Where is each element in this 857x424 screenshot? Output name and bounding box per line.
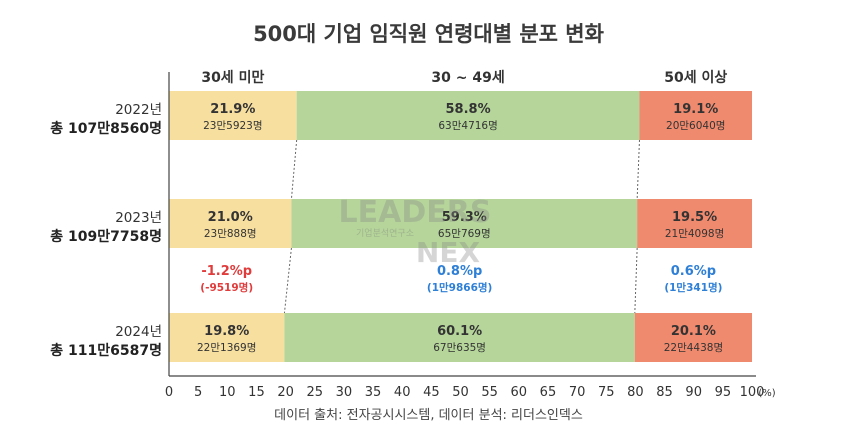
bar-pct-label-0-1: 58.8% bbox=[446, 102, 491, 117]
connector-line-1-0 bbox=[284, 248, 291, 313]
watermark-line2: NEX bbox=[416, 236, 481, 269]
x-tick-label-20: 20 bbox=[277, 385, 294, 400]
legend-label-0: 30세 미만 bbox=[201, 70, 264, 86]
x-tick-label-35: 35 bbox=[365, 385, 382, 400]
x-tick-label-50: 50 bbox=[452, 385, 469, 400]
connector-line-0-0 bbox=[291, 140, 296, 199]
x-tick-label-30: 30 bbox=[336, 385, 353, 400]
watermark-sub: 기업분석연구소 bbox=[356, 228, 414, 239]
change-count-0: (-9519명) bbox=[200, 281, 253, 294]
bar-count-label-1-2: 21만4098명 bbox=[665, 228, 724, 240]
bar-count-label-2-0: 22만1369명 bbox=[197, 342, 256, 354]
x-tick-label-40: 40 bbox=[394, 385, 411, 400]
bar-pct-label-1-2: 19.5% bbox=[672, 210, 717, 225]
category-total-2: 총 111만6587명 bbox=[50, 342, 162, 359]
x-tick-label-45: 45 bbox=[423, 385, 440, 400]
x-tick-label-25: 25 bbox=[306, 385, 323, 400]
x-tick-label-65: 65 bbox=[540, 385, 557, 400]
bar-pct-label-0-0: 21.9% bbox=[210, 102, 255, 117]
category-total-1: 총 109만7758명 bbox=[50, 228, 162, 245]
x-tick-label-60: 60 bbox=[511, 385, 528, 400]
bar-count-label-0-2: 20만6040명 bbox=[666, 120, 725, 132]
bar-pct-label-2-0: 19.8% bbox=[204, 324, 249, 339]
bar-pct-label-1-0: 21.0% bbox=[208, 210, 253, 225]
category-label-1: 2023년 bbox=[115, 210, 162, 226]
x-tick-label-85: 85 bbox=[656, 385, 673, 400]
category-label-0: 2022년 bbox=[115, 102, 162, 118]
x-tick-label-55: 55 bbox=[481, 385, 498, 400]
bar-pct-label-0-2: 19.1% bbox=[673, 102, 718, 117]
x-tick-label-80: 80 bbox=[627, 385, 644, 400]
bar-pct-label-2-1: 60.1% bbox=[437, 324, 482, 339]
category-label-2: 2024년 bbox=[115, 324, 162, 340]
x-tick-label-70: 70 bbox=[569, 385, 586, 400]
change-value-2: 0.6%p bbox=[671, 264, 716, 279]
x-tick-label-75: 75 bbox=[598, 385, 615, 400]
x-tick-label-0: 0 bbox=[165, 385, 173, 400]
x-tick-label-90: 90 bbox=[685, 385, 702, 400]
bar-count-label-2-2: 22만4438명 bbox=[664, 342, 723, 354]
x-tick-label-10: 10 bbox=[219, 385, 236, 400]
change-count-2: (1만341명) bbox=[664, 281, 722, 294]
bar-pct-label-2-2: 20.1% bbox=[671, 324, 716, 339]
connector-line-0-1 bbox=[637, 140, 639, 199]
x-axis-unit: (%) bbox=[758, 388, 775, 399]
bar-count-label-2-1: 67만635명 bbox=[433, 342, 486, 354]
bar-count-label-0-0: 23만5923명 bbox=[203, 120, 262, 132]
connector-line-1-1 bbox=[635, 248, 637, 313]
x-tick-label-95: 95 bbox=[715, 385, 732, 400]
category-total-0: 총 107만8560명 bbox=[50, 120, 162, 137]
bar-count-label-1-0: 23만888명 bbox=[204, 228, 257, 240]
watermark-line1: LEADERS bbox=[339, 195, 492, 230]
x-tick-label-15: 15 bbox=[248, 385, 265, 400]
legend-label-1: 30 ~ 49세 bbox=[431, 70, 504, 86]
legend-label-2: 50세 이상 bbox=[664, 69, 727, 86]
data-source: 데이터 출처: 전자공시시스템, 데이터 분석: 리더스인덱스 bbox=[0, 404, 857, 423]
change-count-1: (1만9866명) bbox=[427, 281, 492, 294]
bar-count-label-0-1: 63만4716명 bbox=[438, 120, 497, 132]
x-tick-label-5: 5 bbox=[194, 385, 202, 400]
change-value-0: -1.2%p bbox=[201, 264, 252, 279]
